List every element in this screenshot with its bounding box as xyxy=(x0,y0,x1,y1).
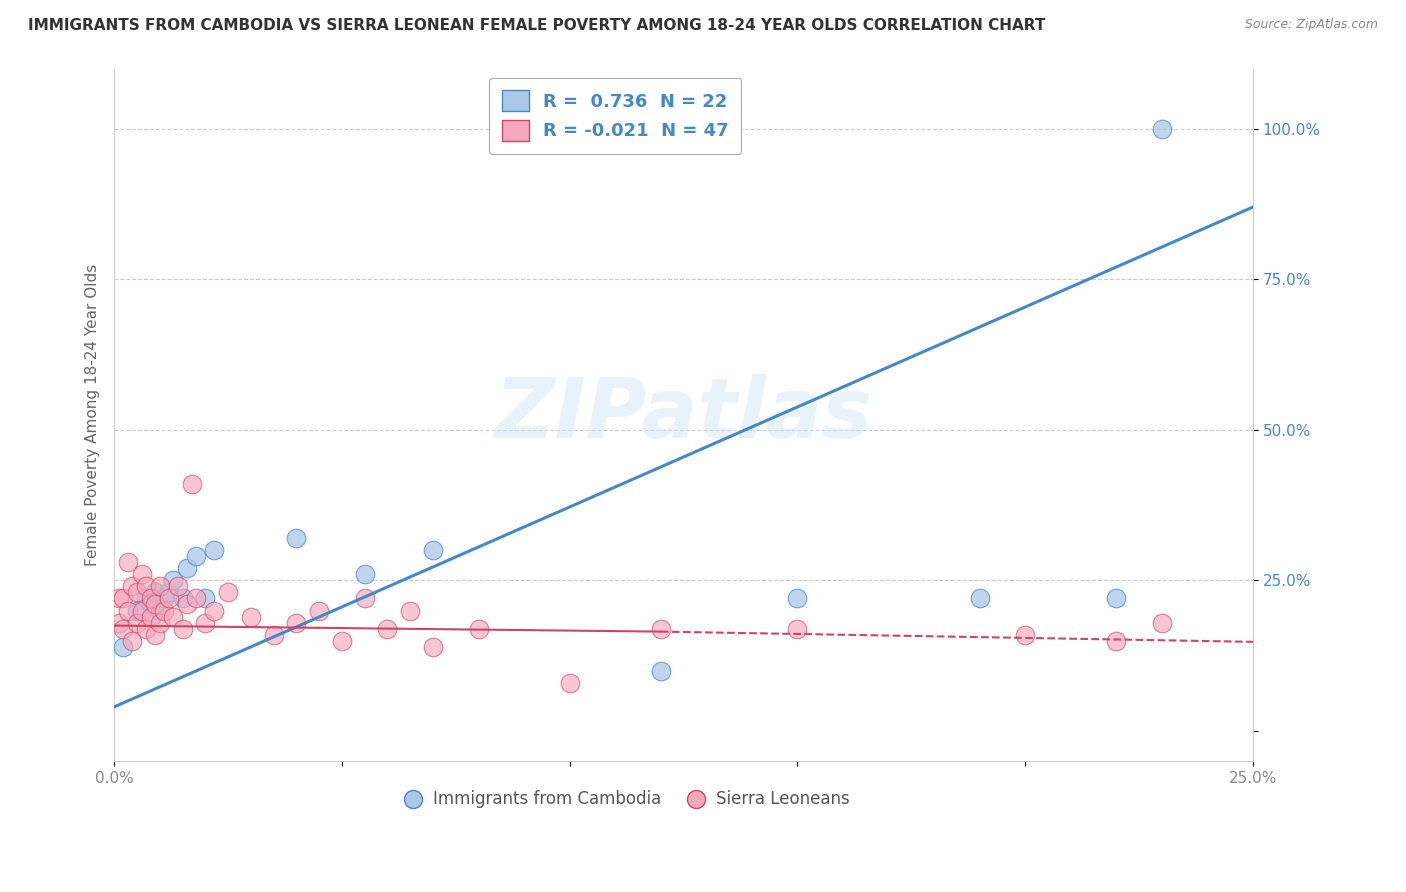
Text: Source: ZipAtlas.com: Source: ZipAtlas.com xyxy=(1244,18,1378,31)
Point xyxy=(117,555,139,569)
Point xyxy=(786,591,808,606)
Point xyxy=(121,579,143,593)
Point xyxy=(131,603,153,617)
Point xyxy=(186,591,208,606)
Point xyxy=(399,603,422,617)
Point xyxy=(1014,627,1036,641)
Legend: Immigrants from Cambodia, Sierra Leoneans: Immigrants from Cambodia, Sierra Leonean… xyxy=(396,784,856,815)
Y-axis label: Female Poverty Among 18-24 Year Olds: Female Poverty Among 18-24 Year Olds xyxy=(86,264,100,566)
Text: ZIPatlas: ZIPatlas xyxy=(495,375,873,455)
Point xyxy=(969,591,991,606)
Point xyxy=(1150,121,1173,136)
Point xyxy=(467,622,489,636)
Point xyxy=(112,591,135,606)
Point xyxy=(149,615,172,630)
Point xyxy=(194,591,217,606)
Point xyxy=(162,609,184,624)
Point xyxy=(157,591,180,606)
Point xyxy=(153,591,176,606)
Point xyxy=(112,640,135,654)
Point xyxy=(135,591,157,606)
Point xyxy=(112,622,135,636)
Point xyxy=(167,579,190,593)
Point xyxy=(143,598,166,612)
Point xyxy=(149,579,172,593)
Point xyxy=(107,591,129,606)
Point xyxy=(330,633,353,648)
Point xyxy=(153,603,176,617)
Point xyxy=(422,543,444,558)
Point xyxy=(121,633,143,648)
Point xyxy=(125,603,148,617)
Point xyxy=(377,622,399,636)
Point xyxy=(135,622,157,636)
Point xyxy=(1105,591,1128,606)
Point xyxy=(239,609,262,624)
Point xyxy=(217,585,239,599)
Point xyxy=(135,579,157,593)
Point xyxy=(650,622,672,636)
Point xyxy=(139,609,162,624)
Point xyxy=(149,603,172,617)
Point xyxy=(186,549,208,564)
Text: IMMIGRANTS FROM CAMBODIA VS SIERRA LEONEAN FEMALE POVERTY AMONG 18-24 YEAR OLDS : IMMIGRANTS FROM CAMBODIA VS SIERRA LEONE… xyxy=(28,18,1046,33)
Point xyxy=(202,543,225,558)
Point xyxy=(125,615,148,630)
Point xyxy=(172,622,194,636)
Point xyxy=(176,598,198,612)
Point xyxy=(180,477,202,491)
Point xyxy=(353,591,375,606)
Point xyxy=(143,627,166,641)
Point xyxy=(650,664,672,678)
Point xyxy=(117,603,139,617)
Point xyxy=(786,622,808,636)
Point xyxy=(139,598,162,612)
Point xyxy=(139,591,162,606)
Point xyxy=(353,567,375,582)
Point xyxy=(157,585,180,599)
Point xyxy=(131,567,153,582)
Point xyxy=(107,615,129,630)
Point xyxy=(285,531,308,545)
Point xyxy=(308,603,330,617)
Point xyxy=(202,603,225,617)
Point xyxy=(1105,633,1128,648)
Point xyxy=(194,615,217,630)
Point xyxy=(422,640,444,654)
Point xyxy=(263,627,285,641)
Point xyxy=(143,585,166,599)
Point xyxy=(558,675,581,690)
Point xyxy=(1150,615,1173,630)
Point xyxy=(125,585,148,599)
Point xyxy=(285,615,308,630)
Point xyxy=(176,561,198,575)
Point xyxy=(162,574,184,588)
Point xyxy=(172,591,194,606)
